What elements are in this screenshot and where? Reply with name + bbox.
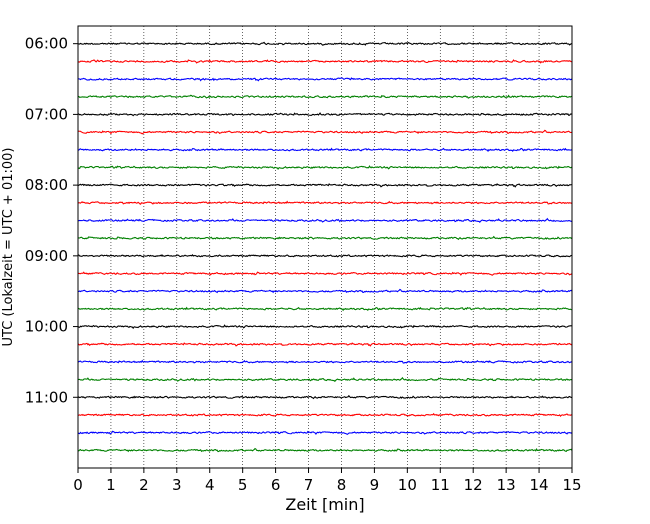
- trace-1115: [77, 412, 573, 418]
- trace-0730: [77, 147, 573, 153]
- x-tick-label: 4: [205, 476, 215, 494]
- trace-0830: [77, 217, 573, 224]
- trace-group: [77, 41, 573, 453]
- x-tick-label: 9: [370, 476, 380, 494]
- trace-0845: [77, 235, 573, 241]
- y-tick-label: 07:00: [25, 105, 68, 123]
- trace-1030: [77, 359, 573, 364]
- trace-0915: [77, 271, 573, 276]
- x-tick-label: 14: [530, 476, 549, 494]
- trace-1100: [77, 394, 573, 400]
- x-tick-label: 8: [337, 476, 347, 494]
- trace-0900: [77, 253, 573, 258]
- trace-0700: [77, 112, 573, 117]
- x-axis-ticks: 0 1 2 3 4 5 6 7 8 9 10 11 12 13 14 15: [73, 468, 582, 494]
- trace-0745: [77, 165, 573, 170]
- x-tick-label: 7: [304, 476, 314, 494]
- x-axis-label: Zeit [min]: [285, 495, 364, 514]
- y-tick-label: 08:00: [25, 176, 68, 194]
- x-tick-label: 15: [562, 476, 581, 494]
- trace-0600: [77, 41, 573, 46]
- trace-0800: [77, 183, 573, 188]
- y-tick-label: 10:00: [25, 318, 68, 336]
- trace-1000: [77, 324, 573, 330]
- x-tick-label: 11: [431, 476, 450, 494]
- y-tick-label: 06:00: [25, 35, 68, 53]
- y-tick-label: 11:00: [25, 388, 68, 406]
- x-tick-label: 0: [73, 476, 83, 494]
- trace-1045: [77, 376, 573, 383]
- trace-0615: [77, 59, 573, 64]
- trace-0630: [77, 77, 573, 82]
- y-axis-label: UTC (Lokalzeit = UTC + 01:00): [1, 148, 16, 347]
- trace-1015: [77, 342, 573, 347]
- x-tick-label: 12: [464, 476, 483, 494]
- trace-1145: [77, 447, 573, 453]
- x-tick-label: 10: [398, 476, 417, 494]
- x-tick-label: 5: [238, 476, 248, 494]
- plot-frame: [77, 25, 573, 469]
- x-tick-label: 6: [271, 476, 281, 494]
- y-axis-ticks: 06:00 07:00 08:00 09:00 10:00 11:00: [25, 35, 78, 406]
- trace-1130: [77, 430, 573, 436]
- x-tick-label: 2: [139, 476, 149, 494]
- trace-0815: [77, 200, 573, 205]
- trace-0645: [77, 94, 573, 99]
- trace-0715: [77, 129, 573, 135]
- x-tick-label: 13: [497, 476, 516, 494]
- trace-0930: [77, 288, 573, 294]
- trace-0945: [77, 306, 573, 312]
- x-tick-label: 1: [106, 476, 116, 494]
- y-tick-label: 09:00: [25, 247, 68, 265]
- x-tick-label: 3: [172, 476, 182, 494]
